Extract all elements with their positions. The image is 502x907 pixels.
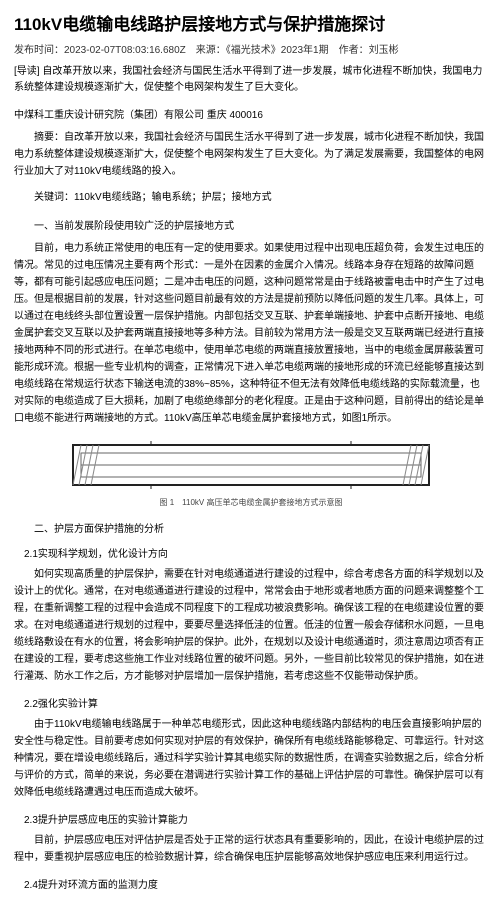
keywords: 关键词：110kV电缆线路；输电系统；护层；接地方式 [14,188,488,203]
page-title: 110kV电缆输电线路护层接地方式与保护措施探讨 [14,10,488,35]
abstract: 摘要：自改革开放以来，我国社会经济与国民生活水平得到了进一步发展，城市化进程不断… [14,129,488,180]
publish-meta: 发布时间：2023-02-07T08:03:16.680Z 来源：《福光技术》2… [14,43,488,58]
author-affiliation: 中煤科工重庆设计研究院（集团）有限公司 重庆 400016 [14,106,488,121]
figure-1 [14,437,488,493]
section-2-3-paragraph: 目前，护层感应电压对评估护层是否处于正常的运行状态具有重要影响的，因此，在设计电… [14,832,488,866]
section-1-title: 一、当前发展阶段使用较广泛的护层接地方式 [14,217,488,232]
section-2-1-title: 2.1实现科学规划，优化设计方向 [14,545,488,560]
section-2-title: 二、护层方面保护措施的分析 [14,520,488,535]
section-2-2-title: 2.2强化实验计算 [14,695,488,710]
section-2-3-title: 2.3提升护层感应电压的实验计算能力 [14,811,488,826]
section-2-4-title: 2.4提升对环流方面的监测力度 [14,876,488,891]
intro-text: [导读] 自改革开放以来，我国社会经济与国民生活水平得到了进一步发展，城市化进程… [14,64,488,96]
section-2-1-paragraph: 如何实现高质量的护层保护，需要在针对电缆通道进行建设的过程中，综合考虑各方面的科… [14,566,488,685]
section-1-paragraph: 目前，电力系统正常使用的电压有一定的使用要求。如果使用过程中出现电压超负荷，会发… [14,240,488,427]
figure-1-caption: 图 1 110kV 高压单芯电缆金属护套接地方式示意图 [14,497,488,508]
section-2-2-paragraph: 由于110kV电缆输电线路属于一种单芯电缆形式，因此这种电缆线路内部结构的电压会… [14,716,488,801]
